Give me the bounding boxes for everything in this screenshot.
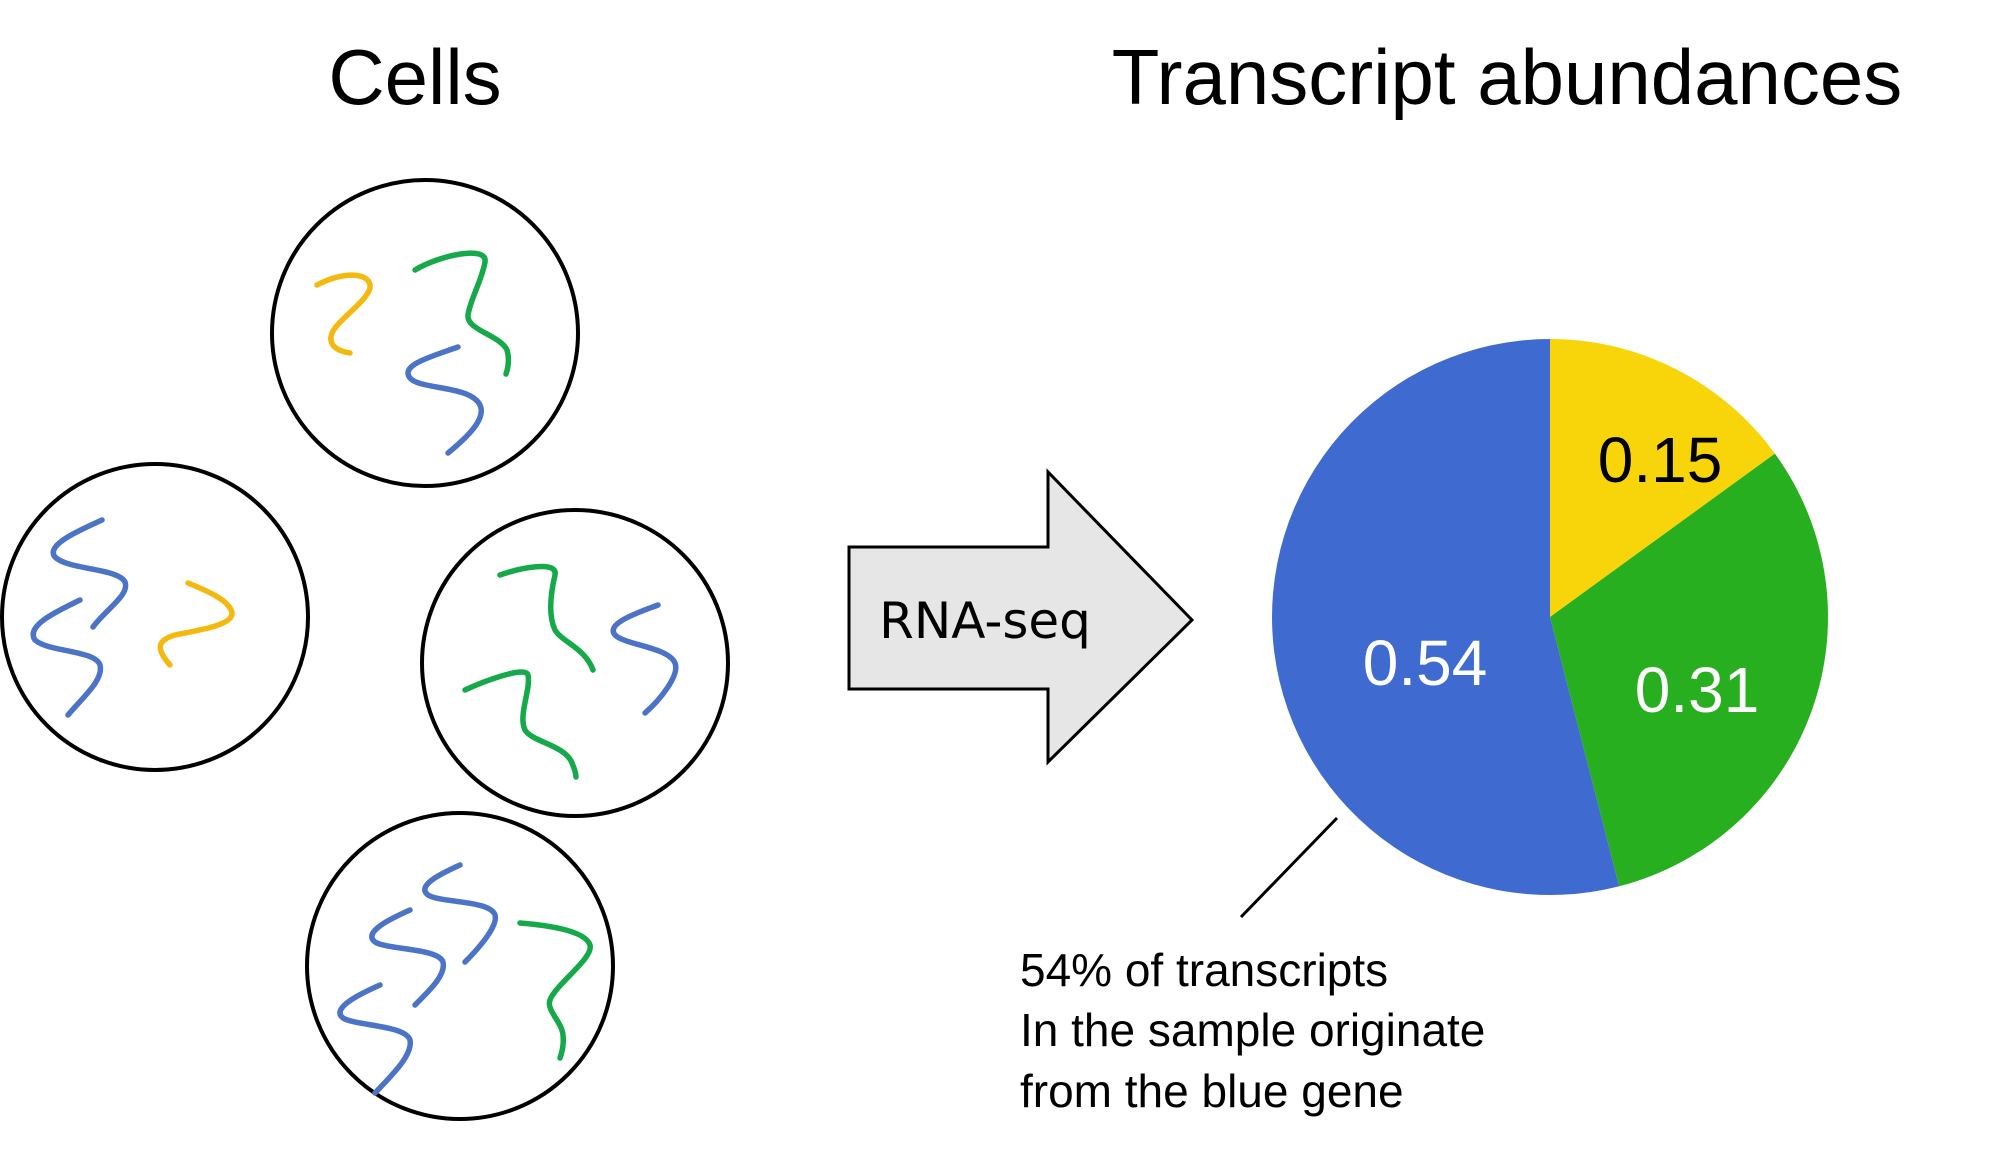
green-transcript xyxy=(412,250,512,377)
yellow-transcript xyxy=(157,580,235,668)
blue-transcript xyxy=(610,602,679,716)
annotation-text: 54% of transcripts In the sample origina… xyxy=(1020,944,1485,1117)
abundances-title: Transcript abundances xyxy=(1112,33,1903,121)
pie-slice-label: 0.15 xyxy=(1598,424,1723,496)
yellow-transcript xyxy=(314,272,373,356)
green-transcript xyxy=(497,563,596,673)
pie-slice xyxy=(1272,339,1620,896)
pie-slice-label: 0.54 xyxy=(1363,627,1488,699)
cell-membrane xyxy=(0,462,310,772)
green-transcript xyxy=(517,920,593,1061)
blue-transcript xyxy=(337,982,413,1096)
annotation-line-1: 54% of transcripts xyxy=(1020,944,1388,996)
annotation-line-3: from the blue gene xyxy=(1020,1065,1404,1117)
arrow-label: RNA-seq xyxy=(879,592,1091,650)
cell-top xyxy=(270,178,580,488)
cells-title: Cells xyxy=(328,33,501,121)
blue-transcript xyxy=(422,862,499,965)
cell-membrane xyxy=(305,811,615,1121)
cell-right xyxy=(420,508,730,818)
cell-bottom xyxy=(305,811,615,1121)
rna-seq-arrow: RNA-seq xyxy=(847,468,1195,766)
blue-transcript xyxy=(405,344,484,456)
arrow-shape xyxy=(847,468,1195,766)
blue-transcript xyxy=(369,907,447,1008)
cell-membrane xyxy=(270,178,580,488)
annotation-line-2: In the sample originate xyxy=(1020,1004,1485,1056)
blue-transcript xyxy=(50,517,129,630)
cell-membrane xyxy=(420,508,730,818)
pie-slice-label: 0.31 xyxy=(1635,654,1760,726)
blue-transcript xyxy=(30,597,104,718)
annotation-leader-line xyxy=(1239,816,1339,919)
pie-slice xyxy=(1550,339,1775,617)
pie-chart: 0.15 0.31 0.54 xyxy=(1272,339,1829,896)
pie-slice xyxy=(1550,453,1829,887)
green-transcript xyxy=(462,669,579,780)
cell-left xyxy=(0,462,310,772)
